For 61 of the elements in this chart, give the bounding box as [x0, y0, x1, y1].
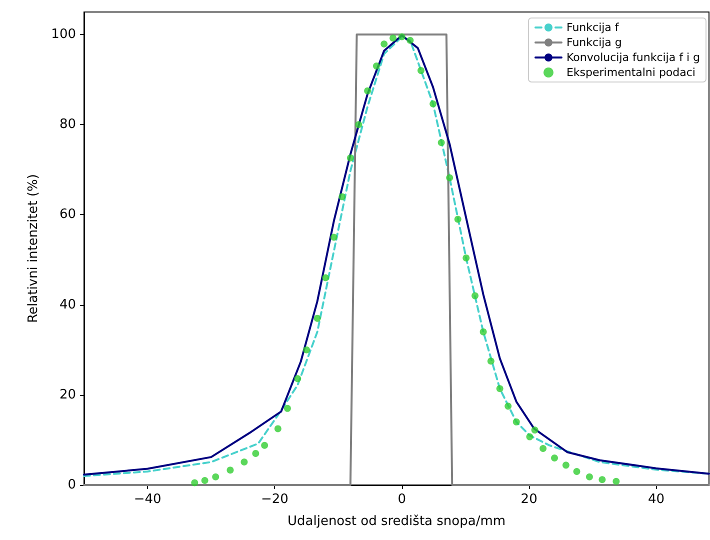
x-tick-label: −20: [261, 492, 288, 507]
point: [504, 402, 512, 410]
point: [380, 40, 388, 48]
point: [472, 292, 479, 300]
point: [322, 274, 330, 282]
point: [261, 442, 268, 449]
point: [496, 385, 504, 392]
point: [294, 375, 302, 382]
point: [284, 404, 291, 412]
legend-label: Funkcija f: [566, 21, 620, 34]
point: [274, 425, 282, 432]
y-tick-label: 80: [59, 117, 76, 132]
point: [446, 174, 454, 182]
point: [346, 154, 354, 162]
point: [338, 193, 346, 200]
point: [390, 34, 397, 42]
point: [586, 473, 593, 480]
point: [303, 346, 310, 354]
point: [438, 139, 445, 146]
point: [551, 454, 558, 462]
x-tick-label: −40: [134, 492, 162, 507]
point: [454, 216, 462, 223]
point: [487, 358, 494, 365]
legend-label: Funkcija g: [566, 36, 622, 49]
x-tick-label: 0: [398, 492, 406, 507]
point: [598, 476, 606, 484]
point: [191, 479, 198, 486]
y-tick-label: 100: [51, 27, 76, 42]
y-axis-title: Relativni intenzitet (%): [26, 174, 41, 323]
point: [252, 450, 260, 457]
point: [562, 462, 570, 469]
point: [462, 254, 470, 262]
legend-label: Eksperimentalni podaci: [566, 66, 696, 79]
point: [612, 478, 620, 485]
point: [226, 466, 234, 474]
point: [540, 445, 547, 452]
point: [480, 328, 487, 336]
point: [573, 468, 580, 475]
point: [201, 476, 208, 484]
y-tick-label: 20: [59, 387, 76, 402]
point: [406, 36, 414, 44]
point: [364, 87, 372, 94]
y-tick-label: 0: [68, 478, 76, 492]
point: [417, 67, 424, 74]
x-tick-label: 20: [520, 492, 538, 507]
point: [531, 426, 538, 434]
point: [330, 234, 338, 241]
point: [512, 418, 520, 426]
point: [240, 458, 248, 466]
point: [372, 62, 380, 70]
y-tick-label: 60: [59, 207, 76, 222]
point: [212, 473, 220, 480]
x-axis-title: Udaljenost od središta snopa/mm: [287, 514, 506, 529]
point: [355, 121, 362, 128]
y-tick-label: 40: [59, 297, 76, 312]
point: [314, 314, 321, 322]
x-tick-label: 40: [648, 492, 664, 507]
point: [398, 33, 406, 40]
point: [430, 100, 437, 108]
legend-label: Konvolucija funkcija f i g: [566, 51, 700, 64]
point: [526, 433, 534, 440]
